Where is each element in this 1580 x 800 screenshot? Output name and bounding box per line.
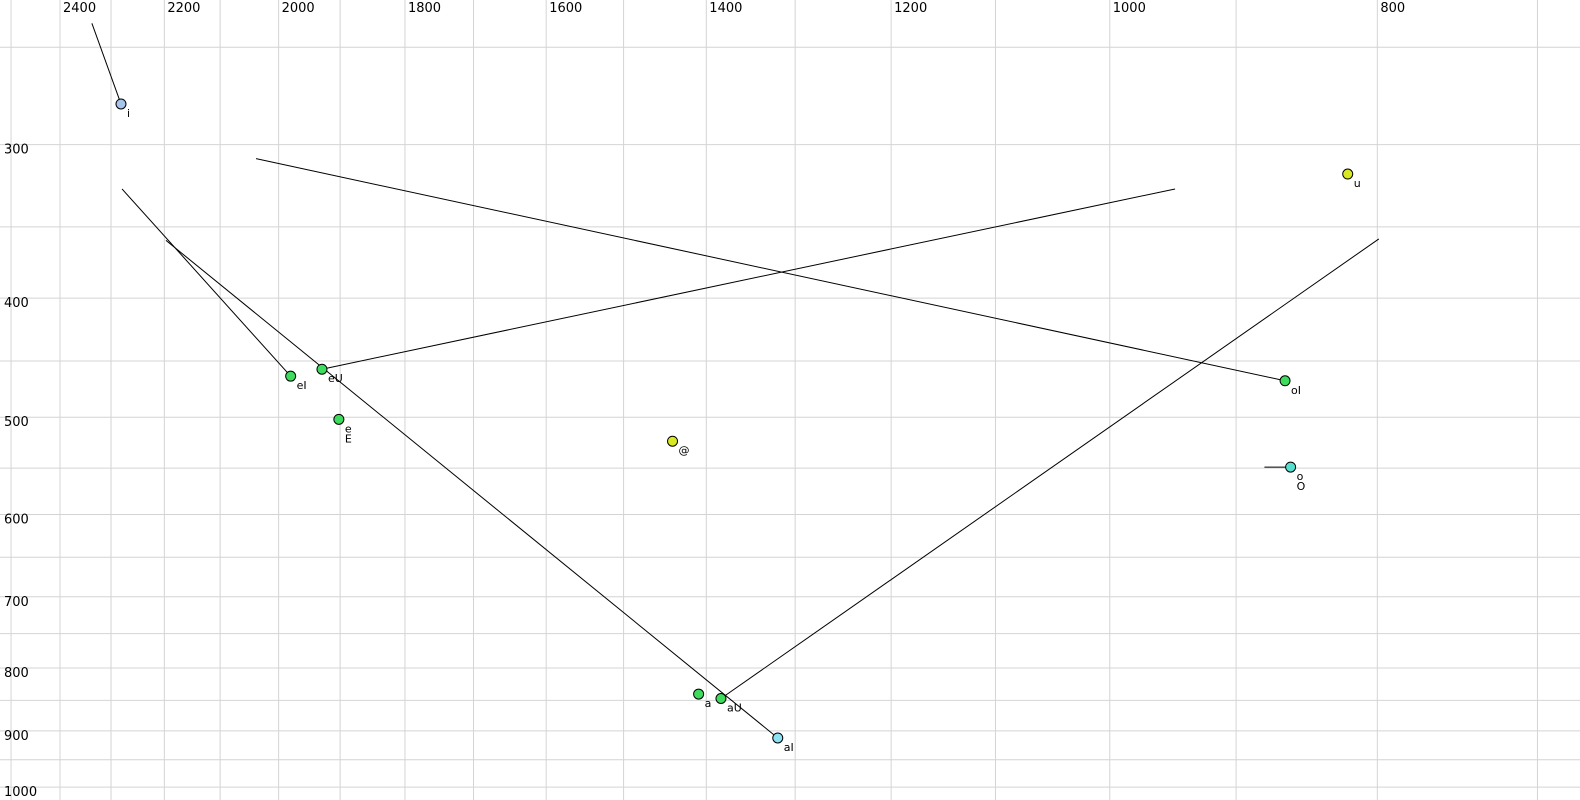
y-tick-label-1000: 1000	[4, 785, 37, 800]
x-tick-label-1400: 1400	[709, 1, 742, 16]
vowel-label-eU: eU	[328, 372, 343, 385]
point-labels: i u eI eU eE @ oI oOa aU aI	[127, 107, 1361, 754]
y-tick-label-600: 600	[4, 513, 29, 528]
x-tick-label-2200: 2200	[167, 1, 200, 16]
vowel-label-O: O	[1297, 480, 1306, 493]
vowel-point-eI	[285, 370, 297, 382]
y-tick-label-400: 400	[4, 296, 29, 311]
trajectory-line-aI	[165, 240, 779, 739]
vowel-label-a: a	[705, 697, 712, 710]
vowel-label-e: e	[345, 422, 352, 435]
vowel-point-oI	[1279, 375, 1291, 387]
x-tick-label-1600: 1600	[549, 1, 582, 16]
y-tick-label-300: 300	[4, 143, 29, 158]
vowel-point-e	[333, 413, 345, 425]
x-tick-label-1800: 1800	[408, 1, 441, 16]
trajectory-line-oI	[255, 158, 1286, 382]
y-tick-label-500: 500	[4, 415, 29, 430]
vowel-point-aI	[772, 732, 784, 744]
vowel-label-aI: aI	[784, 741, 794, 754]
vowel-label-u: u	[1354, 177, 1361, 190]
trajectory-line-i	[91, 23, 122, 105]
trajectory-line-aU	[720, 238, 1380, 699]
trajectory-lines	[91, 23, 1380, 739]
y-tick-label-900: 900	[4, 729, 29, 744]
x-tick-label-800: 800	[1380, 1, 1405, 16]
x-tick-label-2000: 2000	[282, 1, 315, 16]
vowel-point-a	[693, 688, 705, 700]
trajectory-line-eI	[121, 188, 292, 377]
vowel-point-aU	[715, 692, 727, 704]
y-tick-label-700: 700	[4, 595, 29, 610]
vowel-point-eU	[316, 363, 328, 375]
vowel-label-@: @	[679, 444, 690, 457]
x-tick-label-2400: 2400	[63, 1, 96, 16]
vowel-label-oI: oI	[1291, 384, 1301, 397]
x-tick-label-1000: 1000	[1113, 1, 1146, 16]
vowel-label-E: E	[345, 432, 352, 445]
y-axis-tick-labels: 300 400 500 600 700 800 900 1000	[4, 143, 37, 800]
vowel-label-o: o	[1297, 470, 1304, 483]
vowel-label-aU: aU	[727, 701, 742, 714]
data-points	[115, 98, 1354, 744]
x-axis-tick-labels: 2400 2200 2000 1800 1600 1400 1200 1000 800	[63, 1, 1405, 16]
vowel-label-i: i	[127, 107, 130, 120]
x-tick-label-1200: 1200	[894, 1, 927, 16]
vowel-point-i	[115, 98, 127, 110]
vowel-label-eI: eI	[297, 379, 307, 392]
y-tick-label-800: 800	[4, 666, 29, 681]
vowel-point-o	[1285, 461, 1297, 473]
vowel-point-u	[1342, 168, 1354, 180]
vowel-point-@	[667, 435, 679, 447]
trajectory-line-eU	[321, 188, 1176, 370]
